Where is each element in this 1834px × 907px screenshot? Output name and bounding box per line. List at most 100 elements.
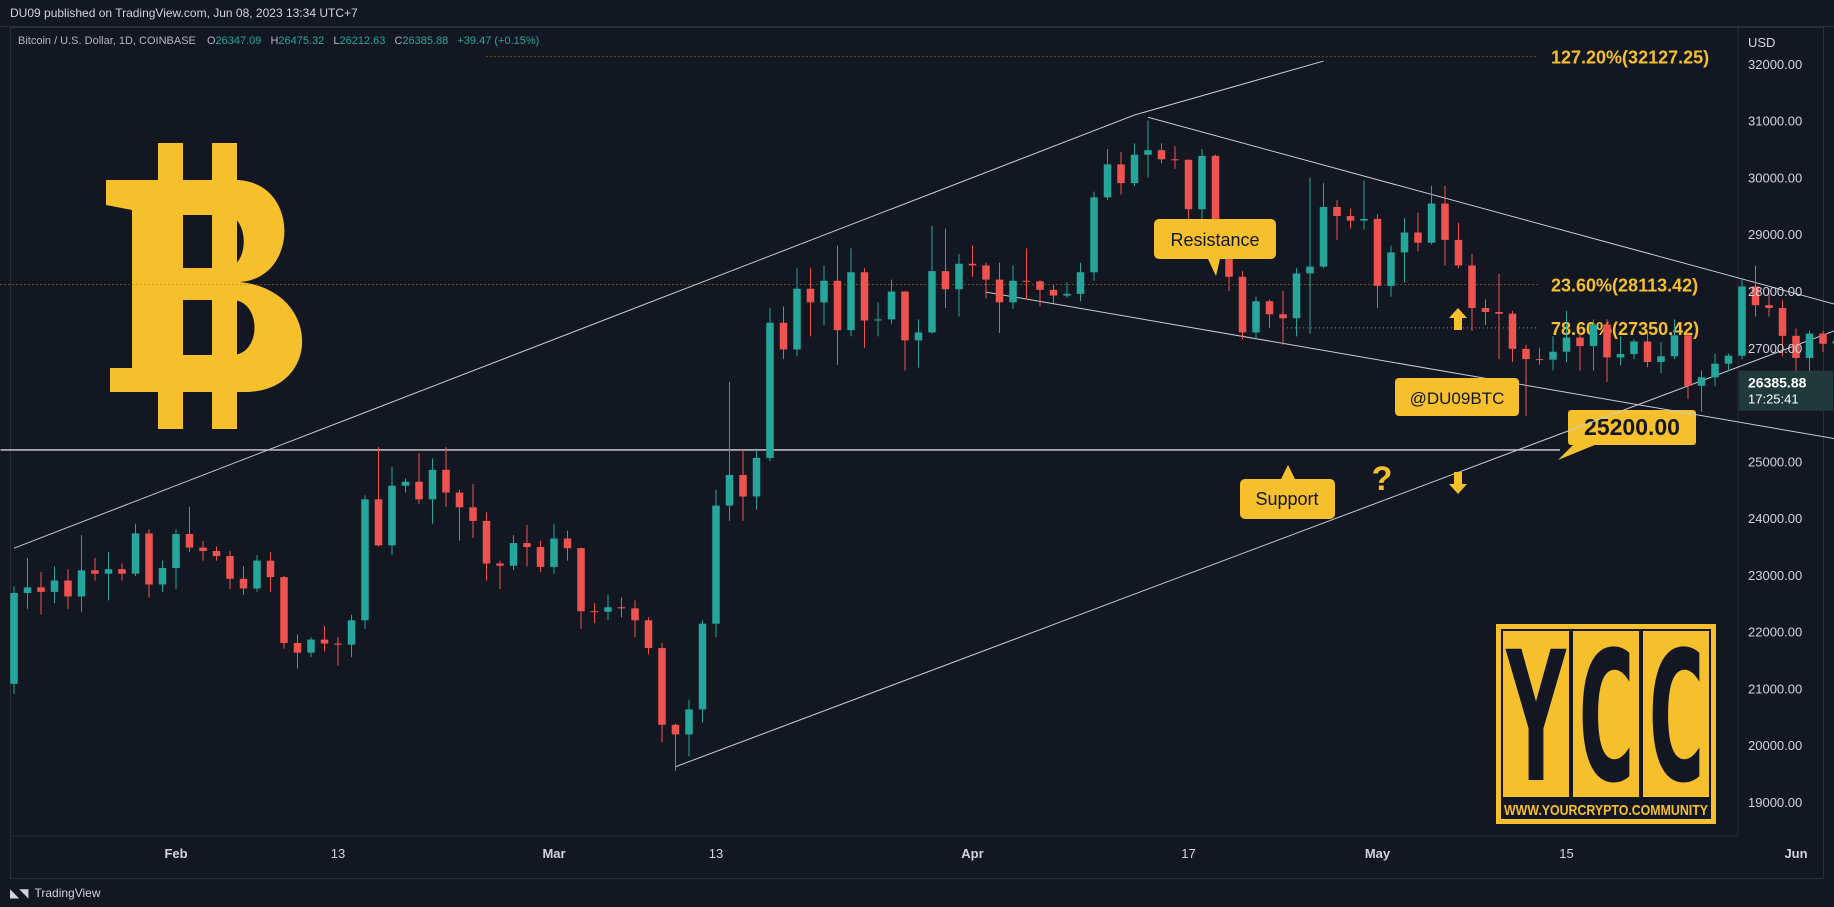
price-tick-label: 24000.00 xyxy=(1748,511,1802,526)
candle-body xyxy=(1279,314,1287,319)
descending-upper-trend-line xyxy=(1147,116,1834,305)
price-tick-label: 30000.00 xyxy=(1748,170,1802,185)
price-tick-label: 28000.00 xyxy=(1748,284,1802,299)
price-tick-label: 20000.00 xyxy=(1748,738,1802,753)
candle-body xyxy=(131,533,140,574)
arrow-up-icon xyxy=(1449,308,1467,330)
resistance-callout[interactable] xyxy=(1154,219,1276,259)
candle-body xyxy=(1319,206,1328,267)
candle-body xyxy=(23,587,32,594)
candle-body xyxy=(631,608,639,621)
close-label: C xyxy=(394,35,403,47)
candle-body xyxy=(1373,218,1382,286)
candle-body xyxy=(644,620,653,649)
price-tick-label: 23000.00 xyxy=(1748,568,1802,583)
candle-body xyxy=(955,263,963,290)
candle-body xyxy=(1346,216,1355,221)
candle-body xyxy=(347,620,356,645)
candle-body xyxy=(455,492,464,508)
candle-body xyxy=(833,280,842,331)
time-tick-label: Feb xyxy=(164,846,187,861)
handle-tag[interactable] xyxy=(1395,378,1519,416)
candle-body xyxy=(536,547,545,567)
candle-body xyxy=(64,580,72,597)
candle-body xyxy=(307,639,315,653)
candle-body xyxy=(1697,377,1706,386)
candle-body xyxy=(172,533,180,569)
published-by-bar: DU09 published on TradingView.com, Jun 0… xyxy=(0,0,1834,27)
candle-body xyxy=(1184,159,1193,210)
candle-body xyxy=(806,288,815,303)
price-change: +39.47 (+0.15%) xyxy=(457,35,540,47)
time-tick-label: 17 xyxy=(1181,846,1195,861)
ycc-letter: C xyxy=(1575,614,1637,823)
chart-frame xyxy=(10,27,1824,879)
candle-body xyxy=(469,507,477,521)
candle-body xyxy=(1333,206,1341,217)
candle-body xyxy=(671,724,680,735)
candles-layer xyxy=(10,120,1834,771)
candle-body xyxy=(1819,333,1827,344)
candle-body xyxy=(1171,159,1179,161)
candle-body xyxy=(388,485,396,546)
candle-body xyxy=(1238,276,1247,333)
candle-body xyxy=(1751,286,1760,306)
published-by-text: DU09 published on TradingView.com, Jun 0… xyxy=(10,6,358,20)
candle-body xyxy=(901,291,909,341)
candle-body xyxy=(185,533,194,548)
price-tick-label: 21000.00 xyxy=(1748,681,1802,696)
candle-body xyxy=(212,551,221,557)
candle-body xyxy=(1306,266,1314,274)
candle-body xyxy=(928,271,936,333)
price-tick-label: 31000.00 xyxy=(1748,114,1802,129)
tradingview-logo-icon[interactable]: ◣◥ xyxy=(10,886,29,900)
resistance-callout-pointer xyxy=(1208,259,1220,276)
footer-bar: ◣◥ TradingView xyxy=(0,879,1834,907)
candle-body xyxy=(1265,301,1274,315)
candle-body xyxy=(941,271,950,290)
price-tick-label: 25000.00 xyxy=(1748,454,1802,469)
candle-body xyxy=(766,322,774,458)
candle-body xyxy=(1616,354,1625,358)
candle-body xyxy=(1049,289,1058,296)
tradingview-brand[interactable]: TradingView xyxy=(34,886,101,900)
candle-body xyxy=(1252,301,1260,333)
candle-body xyxy=(428,469,437,500)
open-value: 26347.09 xyxy=(215,35,262,47)
candle-body xyxy=(1603,324,1611,358)
candle-body xyxy=(590,611,599,613)
candle-body xyxy=(482,520,491,564)
candle-body xyxy=(887,291,896,320)
candle-body xyxy=(442,469,450,493)
candle-body xyxy=(1144,150,1152,155)
candle-body xyxy=(1414,232,1422,243)
time-tick-label: Apr xyxy=(961,846,983,861)
candle-body xyxy=(1157,150,1166,160)
grid-layer xyxy=(10,27,1739,837)
candle-body xyxy=(860,272,869,321)
candle-body xyxy=(779,322,788,350)
symbol-name: Bitcoin / U.S. Dollar, 1D, COINBASE xyxy=(18,35,196,47)
candle-body xyxy=(1076,272,1085,294)
candle-body xyxy=(995,279,1004,303)
candle-body xyxy=(1468,265,1476,309)
candle-body xyxy=(874,319,882,321)
time-axis: Feb13Mar13Apr17May15Jun12Jul17 xyxy=(164,846,1807,861)
candle-body xyxy=(1738,286,1746,356)
candle-body xyxy=(1657,356,1665,362)
ascending-lower-trend-line xyxy=(675,330,1834,768)
candle-body xyxy=(1562,337,1571,352)
ascending-top-ext-trend-line xyxy=(1134,60,1324,116)
candle-body xyxy=(37,587,45,592)
price-tick-label: 22000.00 xyxy=(1748,625,1802,640)
candle-body xyxy=(104,569,113,574)
candle-body xyxy=(509,543,518,566)
support-callout[interactable] xyxy=(1240,479,1335,519)
candle-body xyxy=(1792,335,1800,358)
candle-body xyxy=(280,577,288,643)
candle-body xyxy=(1724,355,1733,364)
candle-body xyxy=(698,623,707,710)
candle-body xyxy=(1778,308,1787,336)
candle-body xyxy=(253,560,261,589)
